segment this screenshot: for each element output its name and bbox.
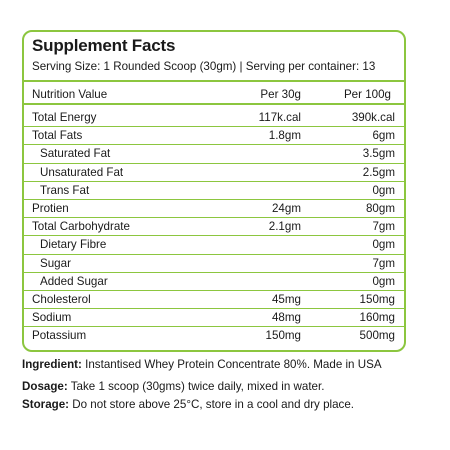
ingredient-text: Instantised Whey Protein Concentrate 80%…: [81, 358, 382, 371]
table-row: Trans Fat 0gm: [24, 182, 404, 200]
value-per-100g: 0gm: [372, 274, 395, 288]
nutrient-name: Total Carbohydrate: [32, 220, 130, 234]
storage-label: Storage:: [22, 398, 70, 411]
serving-info: Serving Size: 1 Rounded Scoop (30gm) | S…: [32, 60, 376, 73]
nutrient-name: Sodium: [32, 311, 72, 325]
table-row: Added Sugar 0gm: [24, 273, 404, 291]
value-per-100g: 500mg: [359, 329, 395, 343]
table-row: Protien 24gm 80gm: [24, 200, 404, 219]
dosage-label: Dosage:: [22, 380, 68, 393]
table-row: Unsaturated Fat 2.5gm: [24, 164, 404, 182]
ingredient-note: Ingredient: Instantised Whey Protein Con…: [22, 358, 382, 371]
nutrient-name: Dietary Fibre: [40, 238, 107, 252]
nutrient-name: Sugar: [40, 256, 71, 270]
table-row: Total Carbohydrate 2.1gm 7gm: [24, 218, 404, 237]
nutrient-name: Cholesterol: [32, 292, 91, 306]
header-per-100g: Per 100g: [343, 88, 391, 101]
value-per-30g: 48mg: [271, 311, 301, 325]
value-per-100g: 6gm: [372, 129, 395, 143]
value-per-100g: 160mg: [359, 311, 395, 325]
value-per-100g: 0gm: [372, 183, 395, 197]
header-per-30g: Per 30g: [260, 88, 301, 101]
dosage-text: Take 1 scoop (30gms) twice daily, mixed …: [67, 380, 325, 393]
table-row: Cholesterol 45mg 150mg: [24, 291, 404, 310]
table-row: Total Energy 117k.cal 390k.cal: [24, 109, 404, 128]
nutrient-name: Trans Fat: [40, 183, 90, 197]
value-per-30g: 117k.cal: [258, 111, 301, 124]
storage-note: Storage: Do not store above 25°C, store …: [22, 398, 354, 411]
value-per-100g: 150mg: [359, 292, 395, 306]
value-per-30g: 1.8gm: [268, 129, 301, 143]
ingredient-label: Ingredient:: [22, 358, 82, 371]
table-row: Sodium 48mg 160mg: [24, 309, 404, 328]
nutrient-name: Added Sugar: [40, 274, 108, 288]
value-per-30g: 2.1gm: [268, 220, 301, 234]
nutrient-name: Unsaturated Fat: [40, 165, 124, 179]
table-row: Potassium 150mg 500mg: [24, 327, 404, 345]
value-per-30g: 24gm: [271, 201, 301, 215]
table-row: Sugar 7gm: [24, 255, 404, 273]
value-per-100g: 0gm: [372, 238, 395, 252]
value-per-100g: 2.5gm: [362, 165, 395, 179]
value-per-100g: 390k.cal: [351, 111, 395, 124]
panel-title: Supplement Facts: [32, 36, 176, 55]
value-per-100g: 7gm: [372, 220, 395, 234]
header-nutrition-value: Nutrition Value: [32, 88, 108, 101]
nutrient-name: Saturated Fat: [40, 147, 111, 161]
table-row: Dietary Fibre 0gm: [24, 236, 404, 255]
table-row: Total Fats 1.8gm 6gm: [24, 127, 404, 146]
value-per-100g: 80gm: [365, 201, 395, 215]
value-per-30g: 45mg: [271, 292, 301, 306]
nutrition-table-body: Total Energy 117k.cal 390k.cal Total Fats 1.…: [24, 109, 404, 345]
nutrient-name: Potassium: [32, 329, 87, 343]
table-header: Nutrition Value Per 30g Per 100g: [24, 80, 404, 105]
table-row: Saturated Fat 3.5gm: [24, 145, 404, 164]
value-per-30g: 150mg: [265, 329, 301, 343]
storage-text: Do not store above 25°C, store in a cool…: [69, 398, 355, 411]
supplement-facts-panel: Supplement Facts Serving Size: 1 Rounded…: [22, 30, 406, 352]
value-per-100g: 3.5gm: [362, 147, 395, 161]
nutrient-name: Protien: [32, 201, 69, 215]
nutrient-name: Total Fats: [32, 129, 83, 143]
value-per-100g: 7gm: [372, 256, 395, 270]
nutrient-name: Total Energy: [32, 111, 97, 124]
dosage-note: Dosage: Take 1 scoop (30gms) twice daily…: [22, 380, 324, 393]
